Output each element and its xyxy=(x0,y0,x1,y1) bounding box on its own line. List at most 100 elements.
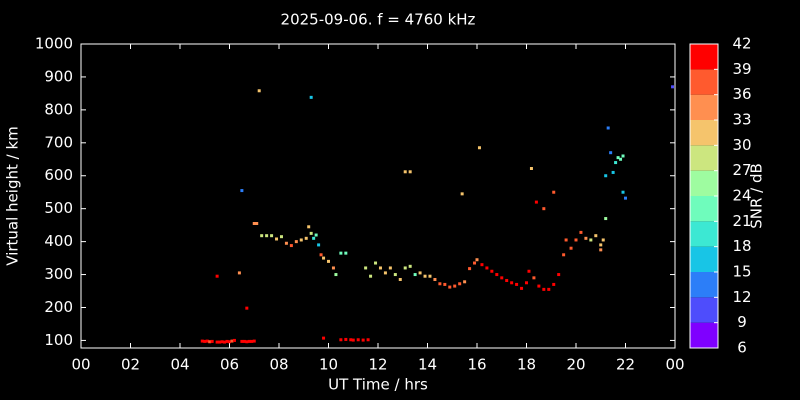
colorbar-tick-label: 6 xyxy=(737,339,747,357)
point xyxy=(601,238,605,242)
point xyxy=(621,154,625,158)
point xyxy=(245,340,249,344)
y-tick-label: 300 xyxy=(44,265,73,283)
colorbar-band xyxy=(690,44,718,70)
point xyxy=(322,336,326,340)
colorbar-tick-label: 39 xyxy=(732,60,751,78)
point xyxy=(225,339,229,343)
point xyxy=(200,339,204,343)
point xyxy=(260,234,264,238)
point xyxy=(237,271,241,275)
point xyxy=(242,339,246,343)
x-tick-label: 18 xyxy=(517,356,536,374)
point xyxy=(552,282,556,286)
point xyxy=(247,339,251,343)
point xyxy=(532,276,536,280)
point xyxy=(299,238,303,242)
point xyxy=(671,85,675,89)
point xyxy=(312,236,316,240)
point xyxy=(252,222,256,226)
point xyxy=(203,339,207,343)
colorbar-band xyxy=(690,94,718,120)
point xyxy=(574,238,578,242)
point xyxy=(398,277,402,281)
point xyxy=(428,274,432,278)
point xyxy=(265,234,269,238)
colorbar-tick-label: 18 xyxy=(732,237,751,255)
point xyxy=(547,287,551,291)
point xyxy=(408,264,412,268)
point xyxy=(584,236,588,240)
point xyxy=(579,230,583,234)
point xyxy=(361,338,365,342)
point xyxy=(468,267,472,271)
colorbar-tick-label: 24 xyxy=(732,187,751,205)
point xyxy=(403,266,407,270)
point xyxy=(344,251,348,255)
point xyxy=(438,282,442,286)
point xyxy=(477,146,481,150)
point xyxy=(339,251,343,255)
point xyxy=(569,246,573,250)
point xyxy=(307,225,311,229)
point xyxy=(520,286,524,290)
colorbar-tick-label: 30 xyxy=(732,136,751,154)
colorbar-band xyxy=(690,322,718,348)
point xyxy=(473,261,477,265)
colorbar-band xyxy=(690,221,718,247)
point xyxy=(448,285,452,289)
point xyxy=(480,263,484,267)
point xyxy=(220,340,224,344)
point xyxy=(423,274,427,278)
point xyxy=(599,248,603,252)
colorbar-tick-label: 27 xyxy=(732,161,751,179)
point xyxy=(327,259,330,263)
point xyxy=(458,282,462,286)
point xyxy=(317,243,321,247)
point xyxy=(604,174,608,178)
x-tick-label: 04 xyxy=(170,356,189,374)
colorbar-tick-label: 36 xyxy=(732,85,751,103)
point xyxy=(453,284,457,288)
point xyxy=(611,170,615,174)
point xyxy=(309,95,313,99)
point xyxy=(388,266,392,270)
colorbar-tick-label: 42 xyxy=(732,35,751,53)
x-tick-label: 00 xyxy=(665,356,684,374)
point xyxy=(356,338,360,342)
point xyxy=(495,273,499,277)
point xyxy=(319,253,323,257)
y-tick-label: 1000 xyxy=(35,35,73,53)
colorbar-band xyxy=(690,170,718,196)
point xyxy=(240,339,244,343)
x-tick-label: 20 xyxy=(566,356,585,374)
y-tick-label: 600 xyxy=(44,166,73,184)
point xyxy=(505,278,509,282)
y-axis-label: Virtual height / km xyxy=(4,126,22,265)
point xyxy=(443,282,447,286)
point xyxy=(309,231,313,235)
colorbar-band xyxy=(690,196,718,222)
point xyxy=(383,271,387,275)
x-tick-label: 10 xyxy=(319,356,338,374)
point xyxy=(334,273,338,277)
point xyxy=(594,234,598,238)
colorbar-band xyxy=(690,145,718,171)
point xyxy=(232,338,236,342)
point xyxy=(529,166,533,170)
point xyxy=(240,189,244,193)
point xyxy=(564,238,568,242)
point xyxy=(374,261,378,265)
point xyxy=(537,284,541,288)
point xyxy=(490,269,494,273)
colorbar-band xyxy=(690,69,718,95)
point xyxy=(510,281,514,285)
x-tick-label: 00 xyxy=(71,356,90,374)
chart-title: 2025-09-06. f = 4760 kHz xyxy=(281,11,476,29)
colorbar-tick-label: 9 xyxy=(737,313,747,331)
point xyxy=(542,287,546,291)
point xyxy=(339,338,343,342)
point xyxy=(205,339,209,343)
point xyxy=(403,170,407,174)
